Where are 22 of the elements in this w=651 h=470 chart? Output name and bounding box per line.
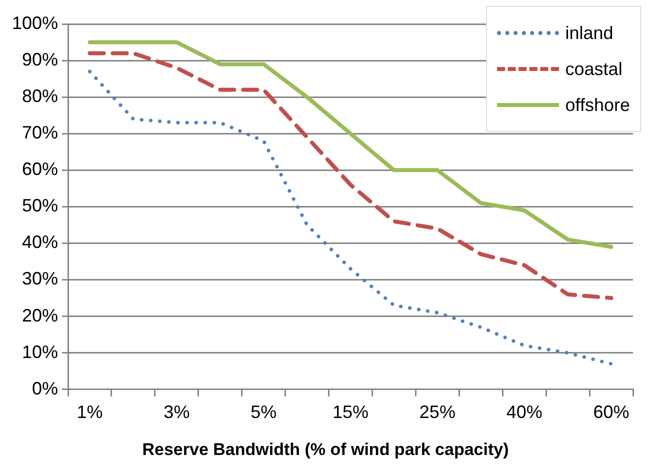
legend-label: coastal: [565, 58, 622, 80]
x-axis-title: Reserve Bandwidth (% of wind park capacity): [141, 440, 510, 460]
y-tick-label: 30%: [22, 268, 58, 289]
legend-label: offshore: [565, 94, 630, 116]
y-tick-label: 20%: [22, 305, 58, 326]
x-tick-label: 5%: [250, 402, 277, 422]
x-tick-label: 25%: [419, 402, 456, 422]
y-tick-label: 50%: [22, 196, 58, 216]
legend-label: inland: [565, 22, 614, 44]
y-tick-label: 40%: [22, 232, 58, 252]
y-tick-label: 100%: [12, 12, 58, 33]
y-tick-label: 10%: [22, 342, 58, 362]
y-tick-label: 70%: [22, 122, 58, 143]
x-tick-label: 3%: [164, 402, 190, 422]
y-tick-label: 90%: [22, 50, 58, 70]
x-tick-label: 1%: [76, 402, 103, 422]
y-tick-label: 60%: [22, 159, 58, 180]
x-tick-label: 15%: [332, 402, 369, 422]
x-tick-label: 60%: [593, 402, 630, 422]
x-tick-label: 40%: [506, 402, 542, 422]
y-tick-label: 80%: [22, 86, 58, 106]
y-tick-label: 0%: [32, 378, 58, 398]
